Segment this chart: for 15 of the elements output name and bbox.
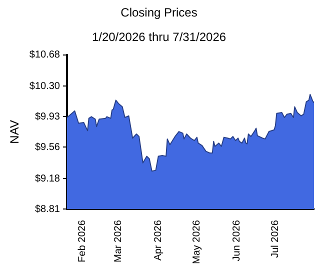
- y-tick-label: $9.93: [34, 111, 60, 122]
- chart-title: Closing Prices: [120, 6, 198, 20]
- x-tick-label: Jun 2026: [232, 220, 243, 262]
- y-tick-label: $10.30: [29, 80, 60, 92]
- chart-subtitle: 1/20/2026 thru 7/31/2026: [92, 30, 226, 44]
- y-tick-label: $9.56: [34, 142, 60, 153]
- x-tick-label: Feb 2026: [77, 220, 88, 262]
- y-axis-title: NAV: [8, 120, 22, 144]
- y-tick-label: $10.68: [29, 50, 60, 61]
- y-tick-label: $9.18: [34, 173, 60, 184]
- x-tick-label: Apr 2026: [153, 220, 164, 261]
- x-tick-label: Mar 2026: [113, 220, 124, 262]
- x-tick-label: May 2026: [192, 220, 203, 264]
- y-tick-label: $8.81: [34, 204, 60, 215]
- x-tick-label: Jul 2026: [270, 220, 282, 258]
